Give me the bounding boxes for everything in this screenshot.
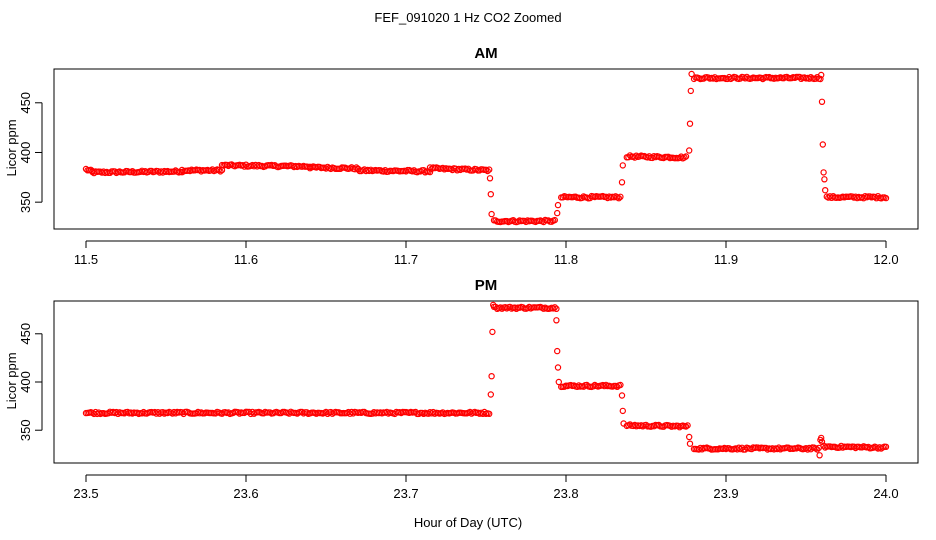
pm-x-tick-label: 23.7	[393, 486, 418, 501]
am-x-tick-label: 11.6	[234, 252, 258, 267]
pm-point	[818, 438, 826, 445]
am-point	[817, 75, 824, 83]
am-x-tick-label: 11.8	[554, 252, 578, 267]
am-point	[488, 210, 495, 218]
am-x-tick-label: 11.9	[714, 252, 738, 267]
am-point	[686, 120, 694, 127]
pm-point	[882, 443, 890, 450]
am-point	[686, 147, 693, 154]
pm-point	[486, 410, 493, 417]
pm-y-tick-label: 400	[18, 371, 33, 393]
pm-point	[619, 407, 627, 415]
am-y-axis-label: Licor ppm	[4, 119, 19, 176]
am-point	[820, 169, 827, 176]
am-point	[617, 193, 624, 200]
pm-point	[488, 373, 495, 380]
pm-point	[614, 383, 621, 390]
figure-title: FEF_091020 1 Hz CO2 Zoomed	[374, 10, 561, 25]
am-x-tick-label: 12.0	[873, 252, 898, 267]
pm-point	[814, 446, 821, 453]
pm-point	[686, 440, 694, 447]
pm-point	[490, 303, 498, 310]
am-point	[554, 201, 562, 209]
am-point	[819, 141, 827, 148]
am-point	[619, 162, 627, 169]
am-y-tick-label: 400	[18, 142, 33, 164]
am-data-points	[82, 70, 890, 226]
pm-point	[818, 434, 825, 442]
am-point	[687, 87, 695, 95]
pm-panel: PM Licor ppm 23.5 23.6 23.7 23.8 23.9 24.0 350…	[4, 277, 919, 501]
pm-point	[489, 328, 496, 336]
am-point	[682, 153, 690, 160]
am-point	[821, 176, 828, 183]
am-x-tick-label: 11.7	[394, 252, 418, 267]
pm-point	[618, 392, 626, 399]
pm-point	[553, 317, 560, 324]
am-point	[484, 167, 491, 175]
pm-point	[684, 422, 691, 429]
pm-y-axis-label: Licor ppm	[4, 352, 19, 409]
am-point	[551, 216, 559, 224]
am-panel: AM Licor ppm 11.5 11.6 11.7 11.8 11.9 12.0 350…	[4, 45, 919, 267]
am-point	[818, 98, 826, 106]
pm-point	[487, 391, 494, 398]
pm-point	[554, 347, 561, 355]
am-point	[615, 194, 623, 202]
am-point	[486, 166, 493, 173]
pm-panel-title: PM	[475, 277, 498, 294]
am-y-tick-label: 450	[18, 92, 33, 114]
am-point	[554, 209, 561, 217]
am-point	[688, 70, 695, 78]
am-x-tick-label: 11.5	[74, 252, 98, 267]
am-point	[215, 166, 222, 174]
pm-point	[551, 304, 559, 311]
pm-y-tick-label: 350	[18, 419, 33, 441]
am-point	[486, 175, 494, 182]
am-plot-frame	[53, 68, 919, 230]
am-panel-title: AM	[474, 45, 497, 62]
am-y-tick-label: 350	[18, 191, 33, 213]
pm-x-tick-label: 23.5	[73, 486, 98, 501]
pm-x-tick-label: 23.9	[713, 486, 738, 501]
pm-point	[553, 305, 560, 312]
pm-point	[554, 364, 562, 371]
am-point	[487, 190, 494, 198]
pm-plot-frame	[53, 300, 919, 464]
pm-point	[620, 420, 627, 427]
x-axis-title: Hour of Day (UTC)	[414, 515, 522, 530]
pm-point	[816, 452, 823, 459]
am-point	[217, 168, 224, 175]
am-point	[822, 186, 829, 194]
pm-x-tick-label: 23.6	[233, 486, 258, 501]
am-point	[618, 179, 626, 186]
pm-data-points	[82, 301, 890, 459]
pm-point	[686, 433, 693, 441]
am-point	[882, 194, 890, 202]
pm-x-tick-label: 24.0	[873, 486, 898, 501]
pm-point	[617, 381, 624, 389]
pm-x-tick-label: 23.8	[553, 486, 578, 501]
pm-point	[555, 378, 563, 386]
pm-y-tick-label: 450	[18, 323, 33, 345]
am-point	[818, 71, 825, 79]
